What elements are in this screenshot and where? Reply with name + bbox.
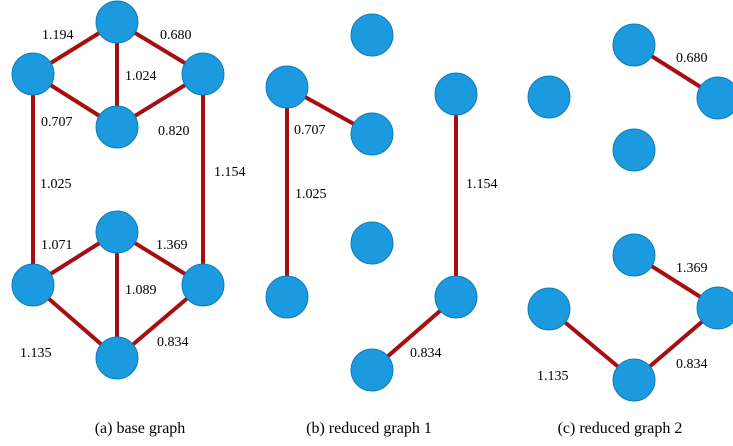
node xyxy=(527,75,571,119)
node xyxy=(265,65,309,109)
node xyxy=(11,263,55,307)
nodes xyxy=(11,0,225,380)
edge-label: 0.707 xyxy=(41,115,73,130)
node xyxy=(350,112,394,156)
node xyxy=(181,52,225,96)
edge-label: 1.135 xyxy=(537,369,569,384)
edge-label: 0.820 xyxy=(158,124,190,139)
edge-label: 0.680 xyxy=(676,51,708,66)
node xyxy=(11,52,55,96)
node xyxy=(350,221,394,265)
panel-caption: (a) base graph xyxy=(95,420,186,437)
edge-labels: 1.194 0.680 1.024 0.707 0.820 1.025 1.15… xyxy=(20,28,246,361)
node xyxy=(527,287,571,331)
panel-reduced-graph-2: 0.680 1.369 1.135 0.834 (c) reduced grap… xyxy=(527,23,733,437)
node xyxy=(95,210,139,254)
edge-label: 1.025 xyxy=(295,187,327,202)
edge-label: 1.369 xyxy=(676,261,708,276)
edge-label: 1.154 xyxy=(214,165,246,180)
edge-label: 1.154 xyxy=(466,177,498,192)
edge-label: 1.071 xyxy=(41,238,73,253)
panel-caption: (c) reduced graph 2 xyxy=(558,420,683,437)
node xyxy=(612,233,656,277)
panel-base-graph: 1.194 0.680 1.024 0.707 0.820 1.025 1.15… xyxy=(11,0,246,437)
panel-caption: (b) reduced graph 1 xyxy=(306,420,432,437)
node xyxy=(434,72,478,116)
edges xyxy=(547,43,720,382)
node xyxy=(95,105,139,149)
node xyxy=(95,336,139,380)
edge-label: 1.089 xyxy=(125,283,157,298)
node xyxy=(696,286,733,330)
node xyxy=(95,0,139,44)
node xyxy=(696,76,733,120)
nodes xyxy=(265,13,478,392)
edge-labels: 0.707 1.025 1.154 0.834 xyxy=(294,123,498,361)
edge-label: 0.834 xyxy=(410,346,442,361)
node xyxy=(434,275,478,319)
node xyxy=(181,263,225,307)
node xyxy=(612,23,656,67)
node xyxy=(612,358,656,402)
edge-label: 0.680 xyxy=(160,28,192,43)
edge-label: 0.834 xyxy=(157,335,189,350)
edge-label: 0.834 xyxy=(676,357,708,372)
edge-label: 1.135 xyxy=(20,346,52,361)
node xyxy=(265,275,309,319)
node xyxy=(350,13,394,57)
node xyxy=(612,128,656,172)
edge-labels: 0.680 1.369 1.135 0.834 xyxy=(537,51,708,384)
edge-label: 1.194 xyxy=(42,28,74,43)
edge-label: 0.707 xyxy=(294,123,326,138)
panel-reduced-graph-1: 0.707 1.025 1.154 0.834 (b) reduced grap… xyxy=(265,13,498,437)
nodes xyxy=(527,23,733,402)
node xyxy=(350,348,394,392)
edge-label: 1.024 xyxy=(125,69,157,84)
edge-label: 1.369 xyxy=(156,238,188,253)
edge-label: 1.025 xyxy=(40,177,72,192)
